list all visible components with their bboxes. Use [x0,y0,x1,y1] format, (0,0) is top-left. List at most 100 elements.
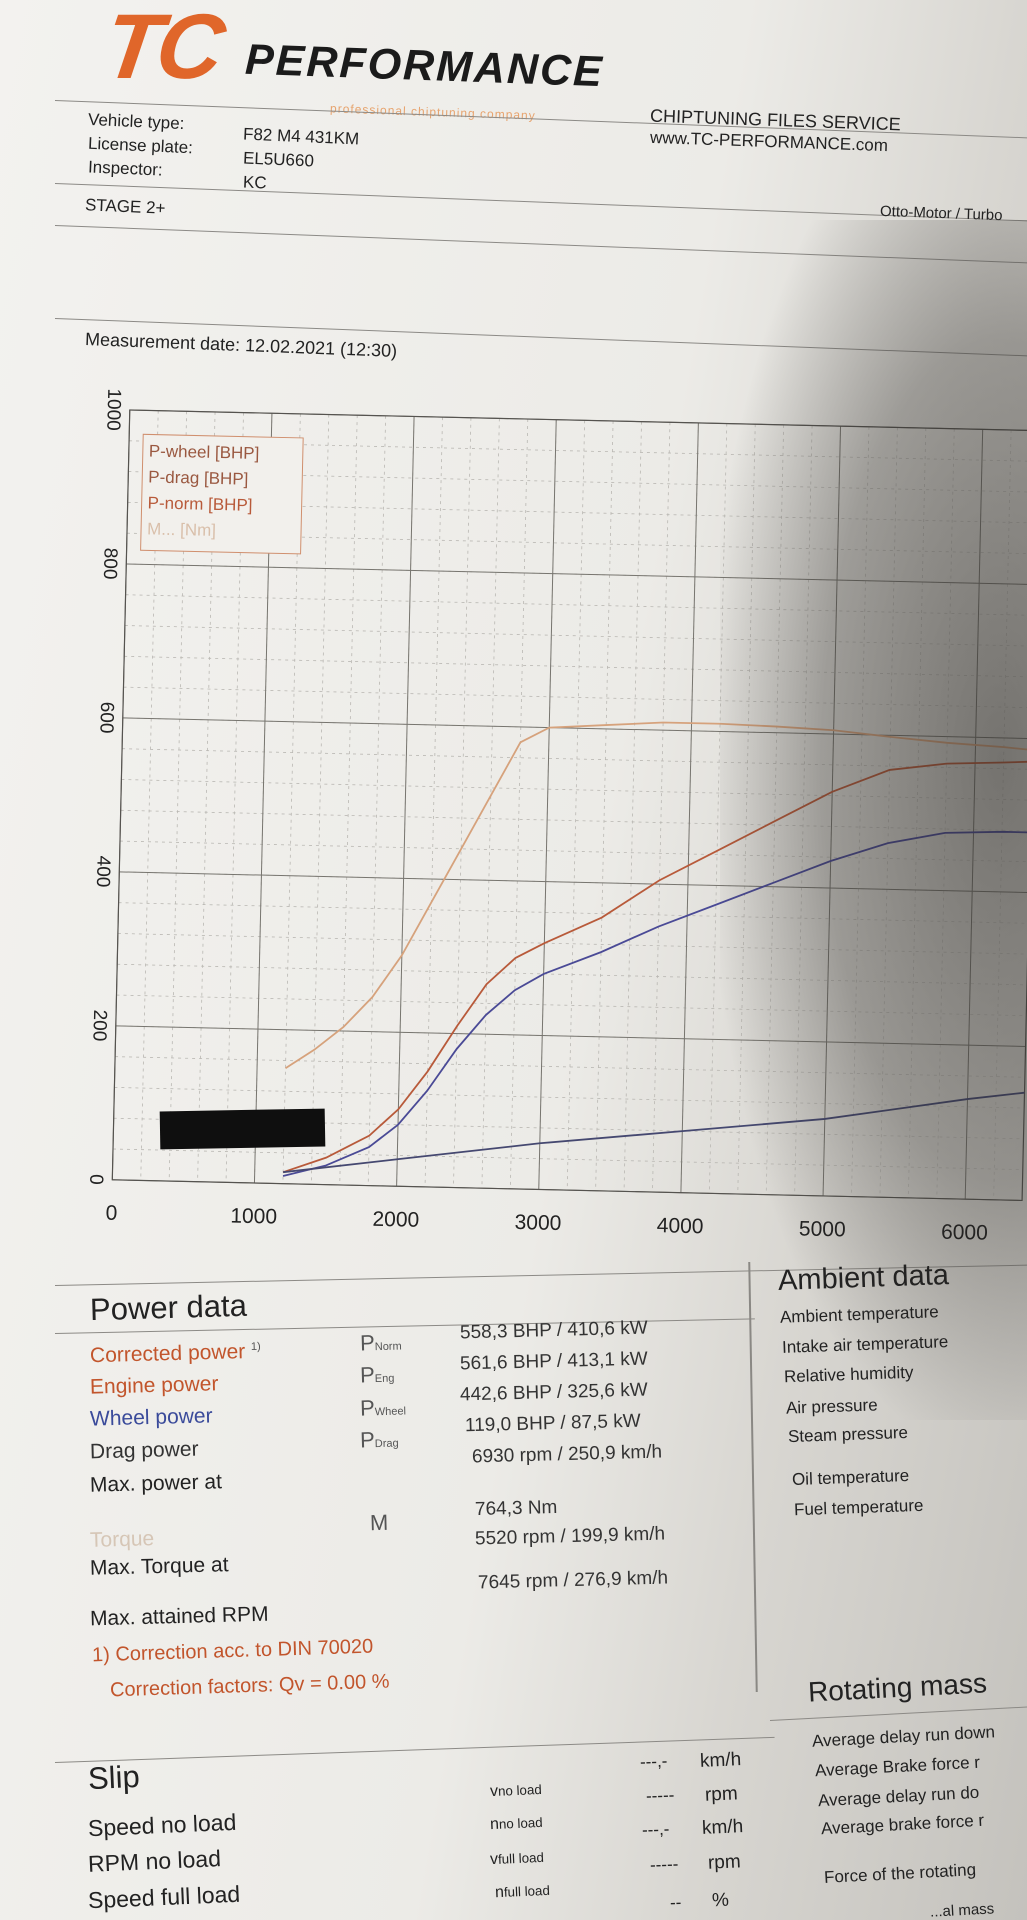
n-full-load-symbol: nfull load [494,1882,551,1902]
grid-line-minor [765,424,785,1195]
power-data-title: Power data [89,1287,248,1328]
legend-box [140,433,304,555]
grid-line-minor [367,415,387,1186]
y-tick-label: 400 [92,855,114,887]
drag-power-label: Drag power [89,1437,199,1464]
p-norm-symbol: PNorm [359,1330,402,1356]
grid-line-minor [936,428,955,1199]
v-no-load-symbol: vno load [489,1781,543,1801]
slip-unit: rpm [707,1851,742,1874]
grid-line-minor [123,686,1027,709]
y-tick-label: 200 [88,1009,110,1041]
p-drag-symbol: PDrag [359,1427,399,1453]
torque-label: Torque [89,1527,155,1552]
grid-line-major [538,419,557,1190]
ambient-item: Oil temperature [791,1465,910,1490]
series-line [283,1091,1025,1174]
x-tick-label: 0 [105,1202,117,1225]
grid-line-major [822,426,842,1196]
grid-line-minor [122,748,1027,770]
grid-line-minor [125,594,1027,616]
grid-line-minor [595,420,614,1191]
grid-line-minor [851,426,870,1197]
ambient-item: Air pressure [785,1395,878,1418]
plot-frame [111,409,1027,1202]
p-eng-symbol: PEng [359,1362,395,1388]
grid-line-minor [907,428,927,1198]
slip-title: Slip [87,1758,141,1797]
grid-line-major [396,416,415,1187]
max-torque-label: Max. Torque at [89,1553,229,1580]
x-tick-label: 4000 [657,1214,704,1238]
grid-line-major [122,717,1027,740]
grid-line-major [964,429,984,1200]
engine-power-label: Engine power [89,1372,219,1399]
grid-line-minor [993,429,1012,1200]
wheel-power-label: Wheel power [89,1404,213,1431]
grid-line-major [119,871,1027,894]
torque-symbol: M [369,1509,389,1536]
grid-line-minor [120,809,1027,832]
slip-unit: km/h [701,1816,744,1839]
slip-value: ----- [649,1854,679,1875]
x-tick-label: 2000 [372,1208,419,1232]
slip-value: -- [669,1892,682,1913]
grid-line-minor [652,422,671,1193]
slip-value: ---,- [641,1819,670,1840]
y-tick-label: 800 [99,547,121,579]
rotating-mass-item: ...al mass [929,1900,995,1920]
grid-line-minor [708,423,728,1194]
y-tick-label: 1000 [102,388,124,431]
grid-line-minor [339,415,358,1185]
grid-line-minor [453,417,472,1188]
grid-line-minor [121,779,1027,801]
y-tick-label: 600 [95,701,117,733]
x-tick-label: 3000 [514,1211,561,1235]
grid-line-minor [424,417,443,1187]
series-line [282,830,1027,1177]
x-tick-label: 1000 [230,1204,277,1228]
grid-line-minor [623,421,642,1192]
legend-entry: M... [Nm] [147,519,216,540]
corrected-power-label: Corrected power 1) [89,1340,261,1368]
y-tick-label: 0 [85,1174,106,1185]
grid-line-major [680,422,699,1193]
grid-line-minor [879,427,898,1198]
x-tick-label: 6000 [941,1221,988,1245]
legend-entry: P-drag [BHP] [148,467,249,488]
max-power-label: Max. power at [89,1470,223,1497]
grid-line-minor [116,994,1027,1017]
grid-line-minor [509,419,529,1189]
slip-unit: % [711,1889,730,1912]
grid-line-minor [737,424,756,1195]
ambient-data-title: Ambient data [777,1259,950,1297]
grid-line-minor [119,840,1027,863]
x-tick-label: 5000 [799,1217,846,1241]
grid-line-minor [117,933,1027,955]
redaction-bar [159,1108,326,1150]
p-wheel-symbol: PWheel [359,1395,407,1421]
n-no-load-symbol: nno load [489,1814,543,1834]
grid-line-minor [114,1087,1025,1109]
grid-line-minor [124,625,1027,647]
grid-line-major [126,563,1027,586]
grid-line-minor [310,414,330,1185]
slip-unit: rpm [704,1783,739,1806]
legend-entry: P-norm [BHP] [147,493,252,514]
grid-line-minor [118,902,1027,924]
torque-value: 764,3 Nm [474,1496,558,1521]
grid-line-minor [481,418,500,1189]
drag-power-value: 119,0 BHP / 87,5 kW [464,1410,641,1437]
slip-value: ---,- [639,1751,668,1772]
slip-value: ----- [645,1785,675,1806]
max-rpm-label: Max. attained RPM [89,1602,269,1631]
slip-unit: km/h [699,1749,742,1772]
ambient-item: Steam pressure [787,1422,909,1447]
grid-line-minor [566,420,586,1191]
series-line [284,721,1027,1069]
grid-line-minor [112,1148,1023,1171]
legend-entry: P-wheel [BHP] [149,441,260,463]
v-full-load-symbol: vfull load [489,1849,545,1869]
